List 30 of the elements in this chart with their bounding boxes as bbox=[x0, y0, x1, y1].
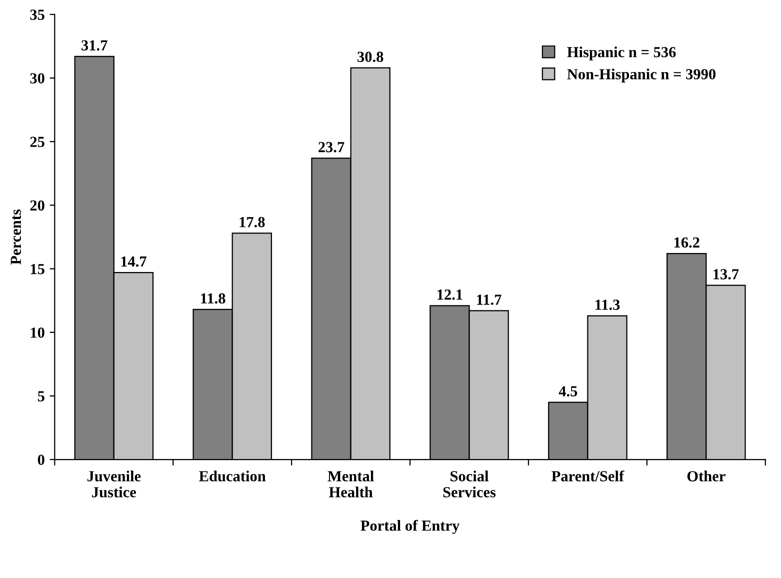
data-label: 13.7 bbox=[714, 269, 739, 280]
x-tick-label: Parent/Self bbox=[552, 470, 624, 482]
data-label: 14.7 bbox=[121, 256, 146, 267]
data-label: 16.2 bbox=[674, 237, 700, 248]
legend-label: Hispanic n = 536 bbox=[567, 46, 676, 60]
data-label: 30.8 bbox=[358, 52, 384, 62]
data-label: 11.8 bbox=[201, 293, 226, 304]
y-tick-label: 35 bbox=[30, 10, 44, 20]
y-tick-label: 0 bbox=[38, 454, 44, 465]
y-tick-label: 10 bbox=[30, 327, 44, 338]
y-tick-label: 5 bbox=[38, 391, 44, 402]
data-label: 4.5 bbox=[558, 386, 578, 396]
y-tick-label: 25 bbox=[30, 136, 44, 148]
y-tick-label: 15 bbox=[30, 264, 44, 274]
data-label: 12.1 bbox=[438, 290, 462, 300]
x-tick-label: Juvenile Justice bbox=[87, 470, 141, 498]
legend-label: Non-Hispanic n = 3990 bbox=[567, 68, 716, 82]
y-axis-title: Percents bbox=[10, 209, 22, 265]
data-label: 31.7 bbox=[82, 40, 108, 51]
y-tick-label: 20 bbox=[30, 200, 44, 211]
data-label: 11.7 bbox=[477, 294, 502, 305]
x-tick-label: Mental Health bbox=[328, 470, 374, 498]
data-label: 17.8 bbox=[240, 216, 265, 228]
data-label: 11.3 bbox=[596, 300, 620, 310]
x-tick-label: Other bbox=[687, 470, 726, 482]
y-tick-label: 30 bbox=[30, 73, 44, 84]
data-label: 23.7 bbox=[318, 142, 344, 152]
x-tick-label: Social Services bbox=[443, 470, 496, 498]
x-axis-title: Portal of Entry bbox=[360, 520, 460, 534]
x-tick-label: Education bbox=[199, 470, 266, 482]
